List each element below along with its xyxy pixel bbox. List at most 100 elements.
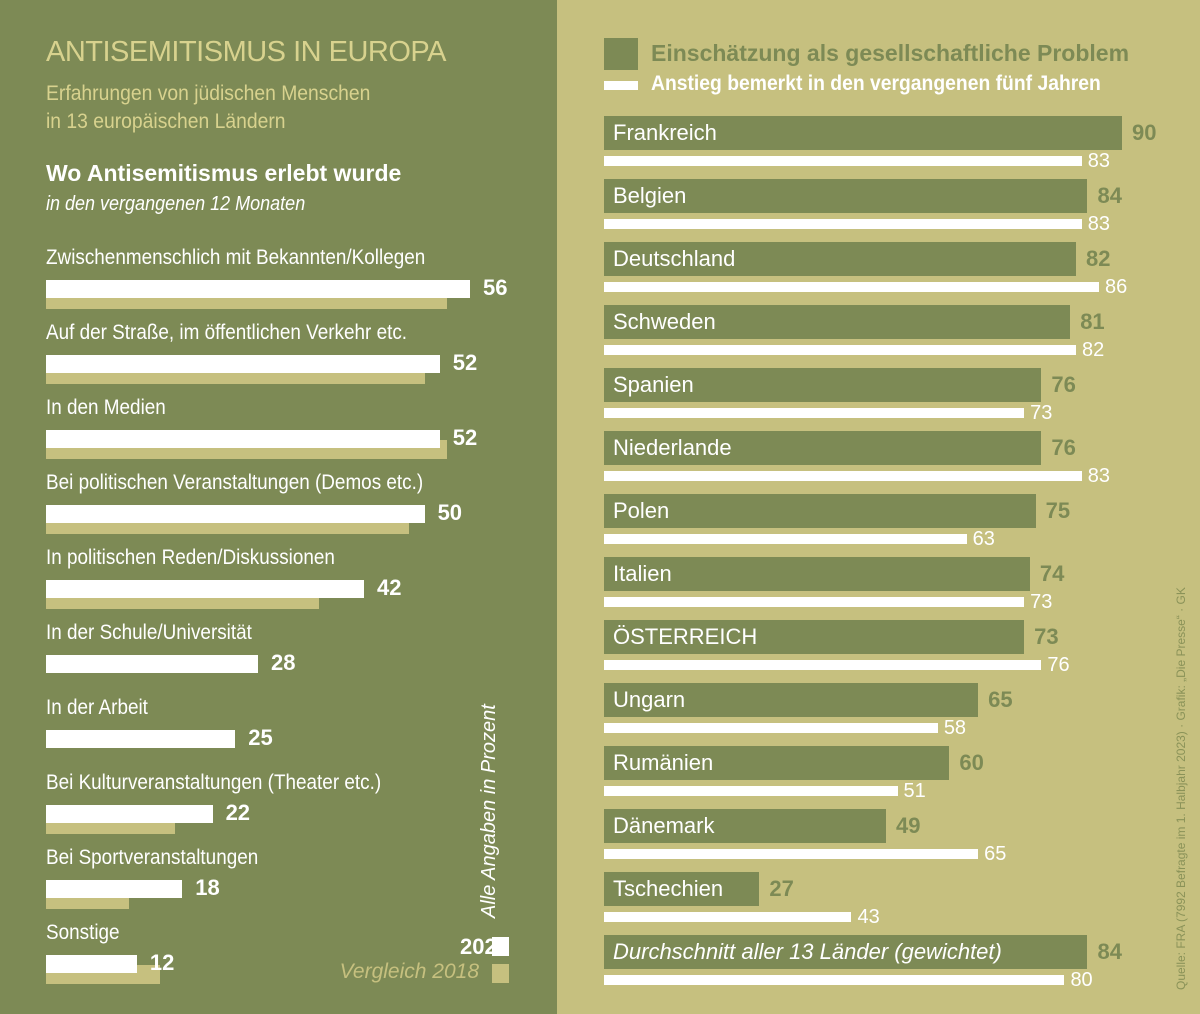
- bar-problem: [604, 494, 1036, 528]
- value-label-problem: 49: [896, 813, 921, 838]
- country-label: Schweden: [613, 309, 716, 334]
- value-label-increase: 73: [1030, 402, 1053, 424]
- country-label: Italien: [613, 561, 672, 586]
- bar-increase: [604, 723, 938, 733]
- legend-problem: Einschätzung als gesellschaftliche Probl…: [651, 40, 1130, 66]
- country-label: Ungarn: [613, 687, 686, 712]
- bar-increase: [604, 219, 1082, 229]
- subtitle-line-1: Erfahrungen von jüdischen Menschen: [46, 82, 371, 105]
- country-label: Durchschnitt aller 13 Länder (gewichtet): [613, 939, 1002, 964]
- bar-increase: [604, 408, 1025, 418]
- legend-increase-swatch: [604, 81, 638, 90]
- subtitle-line-2: in 13 europäischen Ländern: [46, 110, 286, 133]
- bar-2023: [46, 505, 425, 523]
- bar-problem: [604, 431, 1042, 465]
- bar-problem: [604, 872, 760, 906]
- legend-2018-swatch: [492, 964, 509, 983]
- country-label: Spanien: [613, 372, 694, 397]
- legend-problem-swatch: [604, 38, 638, 70]
- value-label-increase: 65: [984, 843, 1007, 865]
- value-label-increase: 63: [972, 528, 995, 550]
- value-label-increase: 58: [943, 717, 967, 739]
- value-label-increase: 83: [1087, 465, 1110, 487]
- value-label-2023: 52: [452, 425, 478, 450]
- bar-2023: [46, 805, 213, 823]
- value-label-2023: 52: [452, 350, 478, 375]
- bar-increase: [604, 282, 1099, 292]
- value-label-2023: 25: [248, 725, 273, 750]
- value-label-problem: 81: [1080, 309, 1105, 334]
- value-label-increase: 51: [903, 780, 926, 802]
- value-label-increase: 73: [1030, 591, 1053, 613]
- country-label: Niederlande: [613, 435, 732, 460]
- bar-increase: [604, 471, 1082, 481]
- value-label-problem: 84: [1097, 183, 1122, 208]
- value-label-increase: 43: [857, 906, 880, 928]
- value-label-increase: 80: [1070, 969, 1093, 991]
- value-label-increase: 83: [1087, 150, 1110, 172]
- value-label-2023: 22: [225, 800, 251, 825]
- bar-increase: [604, 534, 967, 544]
- bar-increase: [604, 156, 1082, 166]
- value-label-problem: 75: [1045, 498, 1071, 523]
- bar-problem: [604, 746, 950, 780]
- left-panel: ANTISEMITISMUS IN EUROPA Erfahrungen von…: [0, 0, 557, 1014]
- country-label: Dänemark: [613, 813, 715, 838]
- category-label: In politischen Reden/Diskussionen: [46, 546, 335, 569]
- bar-problem: [604, 116, 1122, 150]
- value-label-problem: 82: [1085, 246, 1111, 271]
- bar-problem: [604, 242, 1076, 276]
- chart-subtitle: in den vergangenen 12 Monaten: [46, 193, 306, 215]
- chart-title: Wo Antisemitismus erlebt wurde: [46, 160, 402, 186]
- bar-problem: [604, 179, 1088, 213]
- value-label-increase: 86: [1104, 276, 1128, 298]
- legend-2023-swatch: [492, 937, 509, 956]
- bar-increase: [604, 345, 1076, 355]
- value-label-2023: 12: [149, 950, 175, 975]
- bar-increase: [604, 660, 1042, 670]
- value-label-increase: 76: [1047, 654, 1070, 676]
- country-label: Tschechien: [613, 876, 724, 901]
- legend-increase: Anstieg bemerkt in den vergangenen fünf …: [651, 72, 1101, 95]
- value-label-2023: 28: [271, 650, 296, 675]
- bar-problem: [604, 368, 1042, 402]
- value-label-2023: 56: [483, 275, 508, 300]
- bar-problem: [604, 305, 1071, 339]
- subtitle: Erfahrungen von jüdischen Menschen in 13 …: [46, 80, 370, 136]
- bar-increase: [604, 849, 979, 859]
- legend-2018: Vergleich 2018: [339, 960, 479, 983]
- category-label: Bei Sportveranstaltungen: [46, 846, 259, 869]
- bar-problem: [604, 935, 1088, 969]
- unit-note: Alle Angaben in Prozent: [478, 704, 500, 918]
- value-label-problem: 84: [1097, 939, 1122, 964]
- country-label: Belgien: [613, 183, 687, 208]
- value-label-problem: 76: [1051, 372, 1076, 397]
- bar-problem: [604, 620, 1025, 654]
- bar-2023: [46, 955, 137, 973]
- bar-2023: [46, 730, 236, 748]
- category-label: In der Arbeit: [46, 696, 148, 719]
- value-label-2023: 18: [195, 875, 220, 900]
- bar-problem: [604, 809, 887, 843]
- bar-2023: [46, 355, 440, 373]
- value-label-problem: 74: [1039, 561, 1065, 586]
- category-label: Zwischenmenschlich mit Bekannten/Kollege…: [46, 246, 426, 269]
- value-label-increase: 82: [1081, 339, 1105, 361]
- right-panel: Einschätzung als gesellschaftliche Probl…: [557, 0, 1200, 1014]
- value-label-problem: 90: [1132, 120, 1157, 145]
- bar-increase: [604, 912, 852, 922]
- country-label: Frankreich: [613, 120, 717, 145]
- source-note: Quelle: FRA (7992 Befragte im 1. Halbjah…: [1174, 587, 1188, 990]
- bar-increase: [604, 786, 898, 796]
- bar-problem: [604, 683, 979, 717]
- bar-2023: [46, 430, 440, 448]
- value-label-2023: 50: [437, 500, 463, 525]
- category-label: Sonstige: [46, 921, 120, 944]
- country-label: ÖSTERREICH: [613, 624, 758, 649]
- value-label-problem: 65: [988, 687, 1013, 712]
- bar-increase: [604, 975, 1065, 985]
- value-label-problem: 27: [769, 876, 794, 901]
- value-label-problem: 76: [1051, 435, 1076, 460]
- bar-2023: [46, 655, 258, 673]
- value-label-problem: 60: [959, 750, 984, 775]
